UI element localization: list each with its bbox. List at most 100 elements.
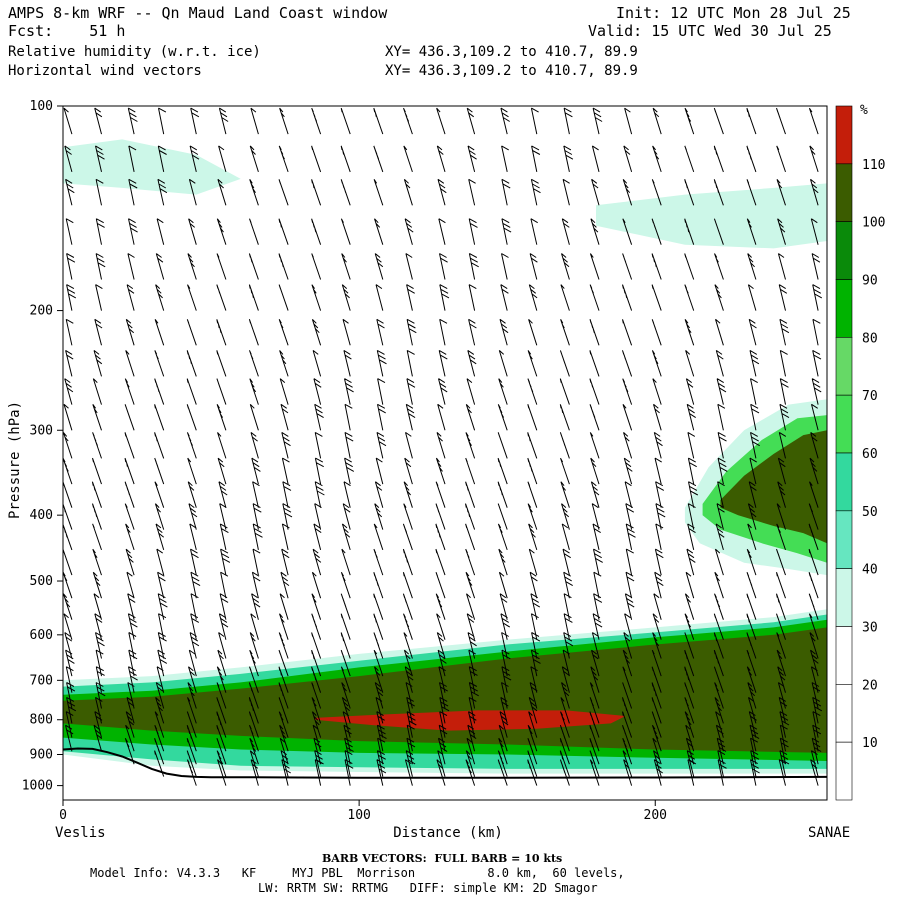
wind-barb [218, 107, 229, 135]
wind-barb [186, 319, 197, 346]
wind-barb [373, 593, 384, 620]
wind-barb [95, 145, 105, 173]
wind-barb [95, 284, 103, 311]
wind-barb [466, 613, 476, 640]
wind-barb [311, 571, 322, 599]
wind-barb [312, 350, 322, 377]
wind-barb [249, 649, 259, 677]
wind-barb [405, 431, 413, 459]
wind-barb [684, 632, 695, 659]
wind-barb [592, 523, 601, 551]
wind-barb [653, 431, 663, 459]
wind-barb [249, 403, 259, 431]
field1-xy: XY= 436.3,109.2 to 410.7, 89.9 [385, 44, 638, 60]
wind-barb [750, 431, 760, 459]
wind-barb [157, 632, 167, 659]
wind-barb [92, 378, 102, 405]
wind-barb [651, 319, 662, 346]
x-tick-label: 0 [59, 808, 67, 823]
wind-barb [589, 725, 600, 752]
wind-barb [624, 593, 635, 620]
wind-barb [810, 649, 819, 677]
wind-barb [250, 107, 259, 135]
wind-barb [561, 523, 570, 551]
wind-barb [593, 548, 603, 576]
wind-barb [713, 666, 724, 693]
wind-barb [779, 737, 789, 765]
wind-barb [376, 431, 387, 459]
wind-barb [278, 145, 289, 173]
wind-barb [280, 571, 290, 599]
wind-barb [219, 593, 229, 620]
wind-barb [623, 457, 633, 485]
wind-barb [279, 107, 289, 135]
wind-barb [776, 145, 786, 173]
wind-barb [810, 750, 819, 777]
wind-barb [403, 145, 413, 173]
wind-barb [127, 593, 136, 620]
wind-barb [750, 750, 760, 777]
wind-barb [591, 632, 600, 659]
wind-barb [713, 145, 724, 173]
wind-barb [249, 378, 259, 405]
wind-barb [591, 145, 600, 173]
wind-barb [216, 697, 227, 724]
wind-barb [186, 404, 197, 431]
wind-barb [406, 737, 416, 765]
wind-barb [808, 548, 819, 576]
wind-barb [776, 649, 786, 677]
wind-barb [436, 145, 446, 173]
wind-barb [685, 378, 695, 405]
wind-barb [468, 318, 477, 346]
wind-barb [311, 284, 322, 311]
wind-barb [750, 403, 760, 431]
wind-barb [655, 503, 666, 530]
wind-barb [589, 682, 600, 709]
wind-barb [684, 711, 695, 738]
wind-barb [92, 432, 102, 459]
colorbar-swatch-40 [835, 510, 853, 569]
wind-barb [373, 649, 384, 677]
wind-barb [94, 318, 103, 346]
wind-barb [65, 649, 75, 677]
wind-barb [527, 378, 538, 405]
wind-barb [561, 218, 570, 245]
wind-barb [779, 318, 790, 346]
wind-barb [715, 318, 724, 346]
wind-barb [376, 711, 385, 738]
wind-barb [527, 432, 538, 459]
wind-barb [217, 649, 227, 677]
wind-barb [311, 593, 322, 620]
wind-barb [651, 218, 662, 245]
wind-barb [563, 571, 573, 599]
wind-barb [278, 284, 289, 311]
wind-barb [190, 107, 200, 135]
wind-barb [376, 724, 387, 752]
wind-barb [154, 750, 165, 777]
wind-barb [623, 759, 633, 786]
wind-barb [624, 613, 633, 640]
wind-barb [468, 218, 478, 245]
wind-barb [498, 737, 508, 765]
field2-xy: XY= 436.3,109.2 to 410.7, 89.9 [385, 63, 638, 79]
wind-barb [623, 145, 633, 173]
wind-barb [65, 218, 74, 245]
wind-barb [311, 318, 322, 346]
wind-barb [625, 503, 635, 530]
wind-barb [95, 218, 105, 245]
wind-barb [188, 503, 198, 530]
wind-barb [280, 750, 289, 777]
wind-barb [128, 666, 138, 693]
wind-barb [438, 218, 446, 245]
wind-barb [158, 107, 167, 135]
wind-barb [810, 759, 819, 786]
wind-barb [249, 632, 259, 659]
wind-barb [776, 548, 786, 576]
wind-barb [216, 350, 227, 377]
wind-barb [625, 523, 636, 551]
wind-barb [374, 666, 384, 693]
colorbar-swatch-90 [835, 221, 853, 280]
wind-barb [65, 178, 75, 206]
wind-barb [810, 178, 819, 206]
wind-barb [528, 697, 538, 724]
